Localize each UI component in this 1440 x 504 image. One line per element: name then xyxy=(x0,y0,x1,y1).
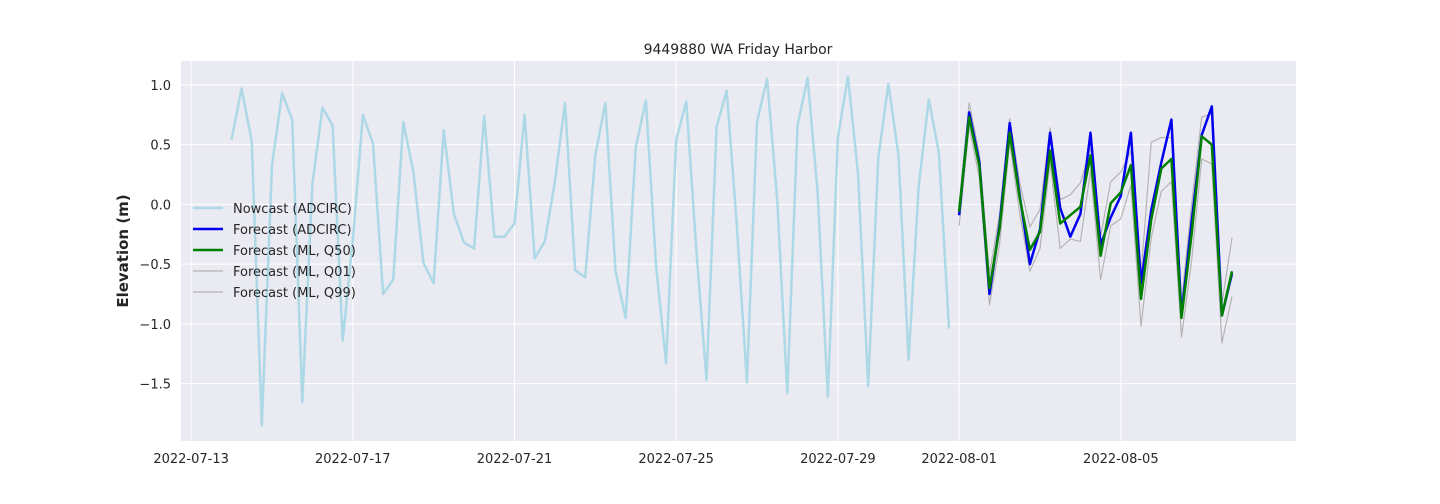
y-tick-label: 0.5 xyxy=(150,139,171,154)
legend-label: Forecast (ML, Q99) xyxy=(233,286,356,301)
x-tick-label: 2022-08-05 xyxy=(1083,452,1159,467)
series-line-3 xyxy=(957,115,1234,320)
legend-label: Forecast (ADCIRC) xyxy=(233,223,352,238)
y-axis: 1.0 0.5 0.0 −0.5 −1.0 −1.5 xyxy=(139,79,171,393)
x-tick-label: 2022-08-01 xyxy=(921,452,997,467)
legend-label: Nowcast (ADCIRC) xyxy=(233,202,352,217)
y-tick-label: −1.5 xyxy=(139,378,171,393)
x-tick-label: 2022-07-25 xyxy=(638,452,714,467)
x-axis: 2022-07-13 2022-07-17 2022-07-21 2022-07-25… xyxy=(153,452,1158,467)
legend-label: Forecast (ML, Q01) xyxy=(233,265,356,280)
series-layer xyxy=(230,75,1234,427)
chart-title: 9449880 WA Friday Harbor xyxy=(644,42,833,58)
x-tick-label: 2022-07-13 xyxy=(153,452,229,467)
y-axis-label: Elevation (m) xyxy=(114,194,132,307)
y-tick-label: 1.0 xyxy=(150,79,171,94)
x-tick-label: 2022-07-21 xyxy=(477,452,553,467)
legend-label: Forecast (ML, Q50) xyxy=(233,244,356,259)
legend: Nowcast (ADCIRC) Forecast (ADCIRC) Forecas… xyxy=(193,202,356,301)
x-tick-label: 2022-07-29 xyxy=(800,452,876,467)
y-tick-label: 0.0 xyxy=(150,198,171,213)
x-tick-label: 2022-07-17 xyxy=(315,452,391,467)
y-tick-label: −0.5 xyxy=(139,258,171,273)
y-tick-label: −1.0 xyxy=(139,318,171,333)
series-line-1 xyxy=(230,75,951,427)
series-line-4 xyxy=(958,126,1233,344)
